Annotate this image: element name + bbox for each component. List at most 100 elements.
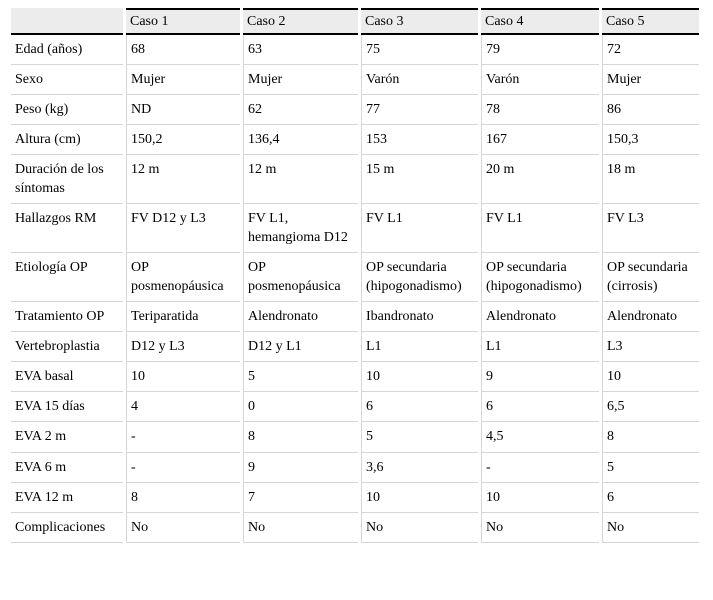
cell-value: 77: [361, 95, 478, 126]
cell-value: 136,4: [243, 125, 358, 156]
cell-value: 6,5: [602, 392, 699, 423]
table-row: EVA 2 m -8 5 4,5 8: [11, 422, 699, 453]
cell-value: 62: [243, 95, 358, 126]
cell-value: Mujer: [126, 65, 240, 96]
cell-value: FV D12 y L3: [126, 204, 240, 254]
cell-value: 10: [481, 482, 599, 513]
cell-value: 63: [243, 35, 358, 66]
column-header-caso: Caso 4: [481, 8, 599, 36]
cell-value: Alendronato: [481, 302, 599, 333]
cell-value: 9: [481, 362, 599, 393]
table-row: EVA 12 m 8 7 10 10 6: [11, 482, 699, 513]
cell-value: No: [361, 512, 478, 543]
table-row: Tratamiento OP Teriparatida Alendronato Iba…: [11, 302, 699, 333]
cell-value: Mujer: [602, 65, 699, 96]
cell-value: 6: [361, 392, 478, 423]
cell-value: 167: [481, 125, 599, 156]
cell-value: 150,3: [602, 125, 699, 156]
cell-value: 5: [361, 422, 478, 453]
table-body: Edad (años) 68 63 75 79 72 Sexo Mujer Mujer Varón…: [11, 35, 699, 543]
cell-value: 12 m: [243, 155, 358, 205]
cell-value: 9: [243, 452, 358, 483]
cell-value: No: [481, 512, 599, 543]
cell-value: L1: [361, 332, 478, 363]
cell-value: 4,5: [481, 422, 599, 453]
row-label: Tratamiento OP: [11, 302, 123, 333]
cell-value: -: [126, 422, 240, 453]
table-row: Altura (cm) 150,2 136,4 153 167 150,3: [11, 125, 699, 156]
table-row: EVA 15 días 4 0 6 6 6,5: [11, 392, 699, 423]
table-row: Vertebroplastia D12 y L3 D12 y L1 L1 L1 L3: [11, 332, 699, 363]
cell-value: 10: [126, 362, 240, 393]
corner-header-cell: [11, 8, 123, 36]
cell-value: Ibandronato: [361, 302, 478, 333]
cell-value: 86: [602, 95, 699, 126]
cell-value: 6: [481, 392, 599, 423]
row-label: Peso (kg): [11, 95, 123, 126]
cell-value: Teriparatida: [126, 302, 240, 333]
cell-value: Mujer: [243, 65, 358, 96]
table-row: EVA basal 10 5 10 9 10: [11, 362, 699, 393]
cell-value: No: [602, 512, 699, 543]
cell-value: 10: [602, 362, 699, 393]
header-row: Caso 1 Caso 2 Caso 3 Caso 4 Caso 5: [11, 8, 699, 36]
row-label: Etiología OP: [11, 253, 123, 303]
cell-value: 12 m: [126, 155, 240, 205]
cell-value: 10: [361, 362, 478, 393]
cell-value: FV L1: [361, 204, 478, 254]
row-label: Complicaciones: [11, 513, 123, 543]
cell-value: Alendronato: [243, 302, 358, 333]
row-label: EVA 15 días: [11, 392, 123, 423]
column-header-caso: Caso 3: [361, 8, 478, 36]
column-header-caso: Caso 2: [243, 8, 358, 36]
row-label: EVA 6 m: [11, 453, 123, 483]
table-row: Edad (años) 68 63 75 79 72: [11, 35, 699, 66]
row-label: Edad (años): [11, 35, 123, 66]
cell-value: L3: [602, 332, 699, 363]
cell-value: Varón: [361, 65, 478, 96]
cell-value: 3,6: [361, 452, 478, 483]
row-label: EVA 12 m: [11, 483, 123, 513]
clinical-cases-table: Caso 1 Caso 2 Caso 3 Caso 4 Caso 5 Edad (año…: [8, 8, 702, 543]
row-label: Hallazgos RM: [11, 204, 123, 254]
cell-value: 78: [481, 95, 599, 126]
row-label: EVA basal: [11, 362, 123, 393]
cell-value: OP secundaria (cirrosis): [602, 253, 699, 303]
cell-value: 8: [243, 422, 358, 453]
cell-value: -: [126, 452, 240, 483]
cell-value: D12 y L1: [243, 332, 358, 363]
table-row: Sexo Mujer Mujer Varón Varón Mujer: [11, 65, 699, 96]
cell-value: 72: [602, 35, 699, 66]
cell-value: No: [243, 512, 358, 543]
cell-value: ND: [126, 95, 240, 126]
cell-value: 68: [126, 35, 240, 66]
row-label: EVA 2 m: [11, 422, 123, 453]
cell-value: 5: [602, 452, 699, 483]
row-label: Vertebroplastia: [11, 332, 123, 363]
row-label: Sexo: [11, 65, 123, 96]
table-row: Duración de los síntomas 12 m 12 m 15 m 20 m…: [11, 155, 699, 205]
cell-value: D12 y L3: [126, 332, 240, 363]
cell-value: OP posmenopáusica: [126, 253, 240, 303]
cell-value: 8: [126, 482, 240, 513]
table-row: Peso (kg) ND 62 77 78 86: [11, 95, 699, 126]
cell-value: 75: [361, 35, 478, 66]
cell-value: 150,2: [126, 125, 240, 156]
cell-value: No: [126, 512, 240, 543]
cell-value: 6: [602, 482, 699, 513]
table-row: Hallazgos RM FV D12 y L3 FV L1, hemangioma…: [11, 204, 699, 254]
cell-value: FV L1: [481, 204, 599, 254]
column-header-caso: Caso 1: [126, 8, 240, 36]
cell-value: L1: [481, 332, 599, 363]
cell-value: 7: [243, 482, 358, 513]
cell-value: OP posmenopáusica: [243, 253, 358, 303]
cell-value: 5: [243, 362, 358, 393]
cell-value: 79: [481, 35, 599, 66]
cell-value: 0: [243, 392, 358, 423]
cell-value: FV L3: [602, 204, 699, 254]
cell-value: 20 m: [481, 155, 599, 205]
cell-value: 10: [361, 482, 478, 513]
cell-value: Varón: [481, 65, 599, 96]
cell-value: 8: [602, 422, 699, 453]
cell-value: OP secundaria (hipogonadismo): [481, 253, 599, 303]
